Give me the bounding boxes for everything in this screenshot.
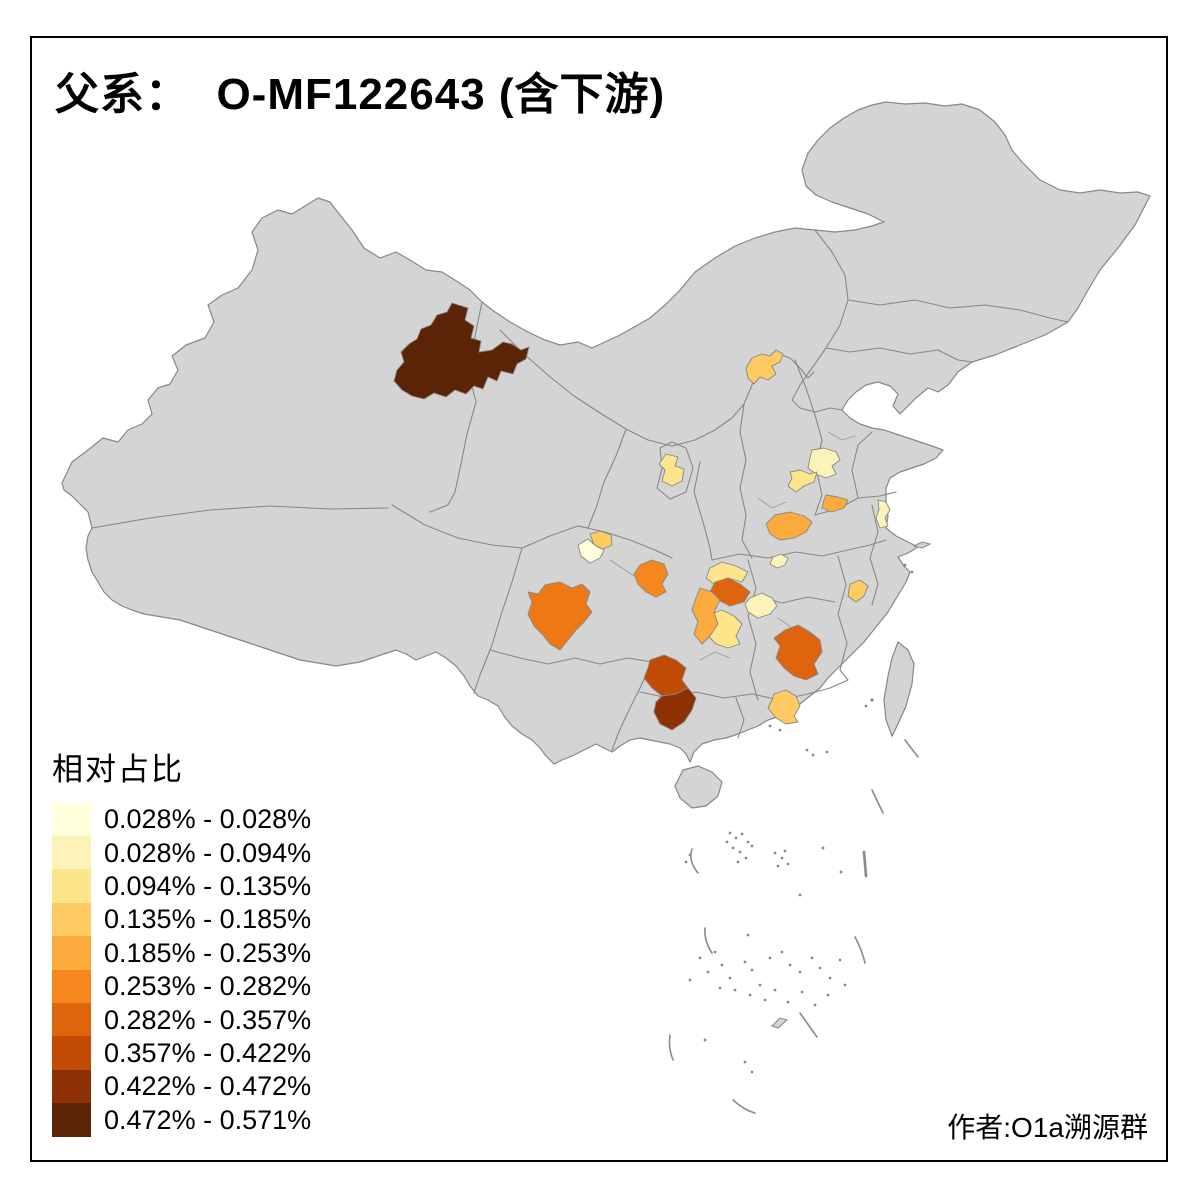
legend-label: 0.028% - 0.094% <box>104 837 312 868</box>
region-guizhou-north <box>691 587 721 645</box>
legend-swatch <box>52 1003 91 1038</box>
legend-swatch <box>52 969 91 1004</box>
legend-label: 0.135% - 0.185% <box>104 904 312 935</box>
region-hubei-northwest <box>769 553 789 569</box>
legend-label: 0.253% - 0.282% <box>104 971 312 1002</box>
legend-item: 0.185% - 0.253% <box>52 936 312 971</box>
legend-label: 0.357% - 0.422% <box>104 1037 312 1068</box>
region-guangdong-east <box>767 689 801 725</box>
region-chongqing-north <box>705 561 749 585</box>
region-henan-west <box>821 494 849 513</box>
legend-swatch <box>52 1103 91 1138</box>
legend-item: 0.028% - 0.094% <box>52 836 312 871</box>
region-jiangxi-south <box>773 624 823 681</box>
region-sichuan-east <box>633 559 669 598</box>
nine-dash-line <box>668 739 919 1114</box>
region-hebei-northwest <box>745 349 784 385</box>
legend-item: 0.028% - 0.028% <box>52 802 312 837</box>
chongming-island <box>912 541 932 549</box>
legend-label: 0.094% - 0.135% <box>104 870 312 901</box>
region-shanxi-south <box>787 469 818 493</box>
region-guizhou-south <box>653 687 697 731</box>
highlighted-regions <box>393 302 891 731</box>
legend-item: 0.472% - 0.571% <box>52 1103 312 1138</box>
region-sichuan-chengdu <box>577 538 605 564</box>
legend-swatch <box>52 936 91 971</box>
region-jiangxi-northeast <box>847 579 869 603</box>
legend-item: 0.282% - 0.357% <box>52 1003 312 1038</box>
legend-swatch <box>52 836 91 871</box>
region-shanxi-east <box>807 447 841 479</box>
legend-label: 0.472% - 0.571% <box>104 1104 312 1135</box>
legend-item: 0.422% - 0.472% <box>52 1069 312 1104</box>
region-sichuan-south <box>527 581 593 651</box>
legend-label: 0.422% - 0.472% <box>104 1071 312 1102</box>
legend-swatch <box>52 869 91 904</box>
south-china-sea-islets <box>684 563 914 1074</box>
region-nw-xinjiang-east <box>393 302 530 400</box>
legend-item: 0.357% - 0.422% <box>52 1036 312 1071</box>
legend-swatch <box>52 902 91 937</box>
legend-swatch <box>52 802 91 837</box>
south-sea-island <box>771 1017 789 1029</box>
legend-item: 0.094% - 0.135% <box>52 869 312 904</box>
legend-title: 相对占比 <box>52 752 184 787</box>
page-title: 父系： O-MF122643 (含下游) <box>55 70 666 119</box>
legend-label: 0.028% - 0.028% <box>104 804 312 835</box>
region-ningxia <box>658 453 685 487</box>
islands <box>674 541 932 1029</box>
region-hunan-northwest <box>744 592 778 619</box>
legend-swatch <box>52 1036 91 1071</box>
china-mainland <box>61 101 1151 765</box>
legend-label: 0.185% - 0.253% <box>104 937 312 968</box>
legend-swatch <box>52 1069 91 1104</box>
legend-label: 0.282% - 0.357% <box>104 1004 312 1035</box>
author-caption: 作者:O1a溯源群 <box>947 1112 1148 1143</box>
region-jiangsu-north <box>875 499 891 529</box>
hainan-island <box>674 765 723 809</box>
taiwan-island <box>883 641 915 738</box>
region-shaanxi-central <box>765 511 813 541</box>
legend: 相对占比 0.028% - 0.028% 0.028% - 0.094% 0.0… <box>52 744 312 1138</box>
legend-item: 0.253% - 0.282% <box>52 969 312 1004</box>
legend-item: 0.135% - 0.185% <box>52 902 312 937</box>
